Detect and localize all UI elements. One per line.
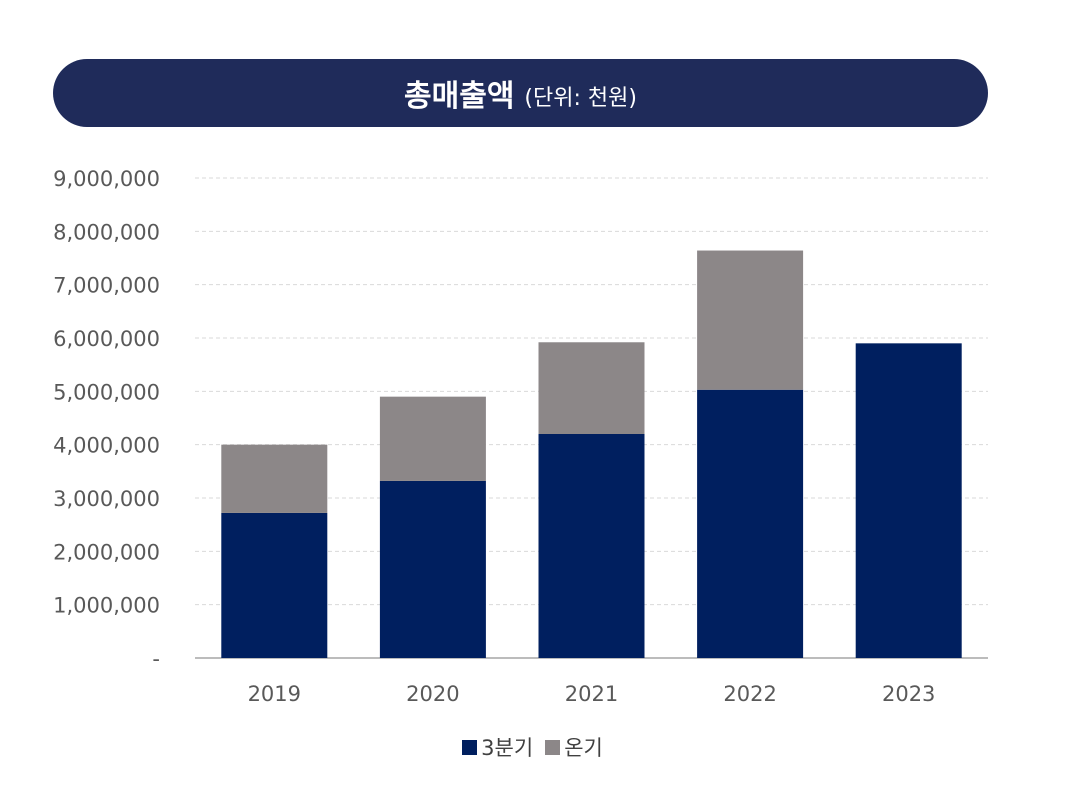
y-tick-label: 9,000,000: [53, 167, 160, 191]
legend-swatch-full-year: [545, 739, 561, 755]
bar-q3: [538, 434, 645, 658]
bar-full-year: [221, 444, 328, 513]
bar-q3: [855, 343, 962, 658]
y-tick-label: 5,000,000: [53, 380, 160, 404]
y-tick-label: 6,000,000: [53, 327, 160, 351]
legend-label-full-year: 온기: [564, 736, 603, 760]
chart-title: 총매출액: [404, 79, 515, 114]
legend-label-q3: 3분기: [481, 736, 534, 760]
bar-q3: [221, 512, 328, 658]
x-tick-label: 2021: [565, 682, 618, 706]
legend-item-q3: 3분기: [462, 732, 533, 762]
bar-full-year: [379, 396, 486, 481]
bar-q3: [697, 389, 804, 658]
chart-legend: 3분기 온기: [0, 732, 1065, 762]
x-tick-label: 2022: [723, 682, 776, 706]
x-tick-label: 2020: [406, 682, 459, 706]
y-tick-label: -: [152, 647, 160, 671]
y-tick-label: 8,000,000: [53, 220, 160, 244]
chart-unit-subtitle: (단위: 천원): [524, 86, 637, 111]
legend-item-full-year: 온기: [545, 732, 603, 762]
chart-title-bar: 총매출액 (단위: 천원): [53, 59, 988, 127]
x-tick-label: 2023: [882, 682, 935, 706]
y-tick-label: 7,000,000: [53, 274, 160, 298]
legend-swatch-q3: [462, 739, 478, 755]
y-tick-label: 2,000,000: [53, 540, 160, 564]
bar-q3: [379, 480, 486, 658]
y-tick-label: 3,000,000: [53, 487, 160, 511]
y-tick-label: 1,000,000: [53, 594, 160, 618]
bar-full-year: [697, 250, 804, 390]
y-tick-label: 4,000,000: [53, 434, 160, 458]
x-tick-label: 2019: [248, 682, 301, 706]
bar-full-year: [538, 342, 645, 434]
